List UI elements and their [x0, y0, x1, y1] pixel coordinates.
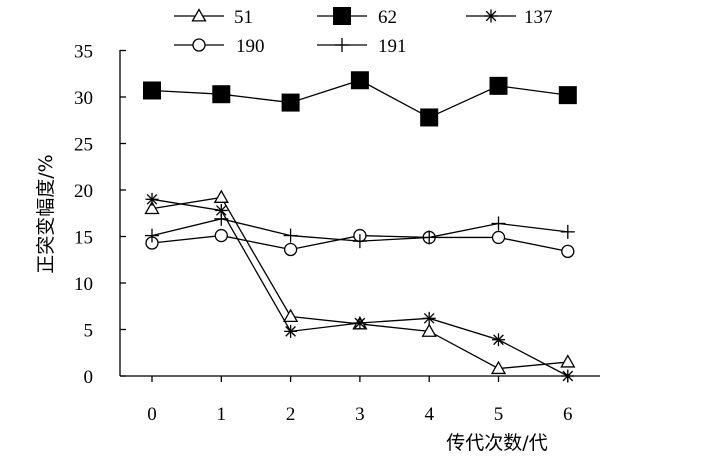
data-point-190 [561, 244, 575, 259]
legend-marker [191, 8, 207, 22]
data-point-191 [283, 228, 298, 243]
x-tick-label: 3 [355, 404, 365, 425]
y-tick-label: 25 [74, 135, 93, 156]
data-point-62 [420, 108, 439, 127]
data-point-51 [421, 323, 437, 337]
data-point-51 [213, 189, 229, 203]
legend-label: 62 [378, 7, 397, 28]
data-point-137 [422, 311, 436, 325]
series-191 [145, 211, 575, 249]
data-point-51 [560, 354, 576, 368]
data-point-191 [491, 216, 506, 231]
data-point-191 [560, 224, 575, 239]
data-point-51 [282, 308, 299, 323]
legend-label: 51 [234, 7, 253, 28]
legend-item-51: 51 [174, 7, 253, 28]
legend-label: 191 [378, 36, 407, 57]
legend-item-190: 190 [174, 36, 265, 57]
data-point-191 [352, 234, 367, 249]
data-point-137 [353, 316, 367, 330]
y-axis-ticks: 0 5 10 15 20 25 30 35 [74, 42, 126, 388]
data-point-137 [284, 324, 298, 338]
x-tick-label: 4 [424, 404, 434, 425]
x-tick-label: 0 [147, 404, 157, 425]
data-point-137 [214, 203, 228, 217]
x-axis-title: 传代次数/代 [446, 432, 547, 454]
data-point-190 [283, 242, 298, 257]
y-tick-label: 35 [74, 42, 93, 63]
data-point-51 [490, 360, 507, 375]
series-137 [145, 192, 575, 383]
legend-marker [333, 7, 351, 25]
legend-marker [484, 9, 498, 23]
legend-item-191: 191 [317, 36, 407, 57]
data-point-51 [144, 200, 160, 215]
x-tick-label: 6 [563, 404, 573, 425]
x-axis-ticks: 0 1 2 3 4 5 6 [147, 376, 573, 425]
data-point-190 [214, 228, 228, 243]
y-tick-label: 10 [74, 274, 93, 295]
data-point-137 [492, 333, 505, 347]
series-line-137 [151, 198, 569, 377]
data-point-62 [489, 76, 508, 95]
x-tick-label: 5 [494, 404, 504, 425]
legend-item-62: 62 [317, 7, 397, 28]
legend: 51 62 137 190 191 [174, 7, 553, 57]
y-tick-label: 20 [74, 181, 93, 202]
y-axis-title: 正突变幅度/% [35, 154, 57, 273]
legend-item-137: 137 [466, 7, 553, 28]
legend-marker [192, 38, 206, 52]
data-point-62 [212, 85, 231, 104]
x-tick-label: 2 [286, 404, 296, 425]
series-layer [143, 71, 577, 383]
data-point-191 [214, 211, 229, 226]
y-tick-label: 5 [84, 321, 94, 342]
x-tick-label: 1 [217, 404, 227, 425]
legend-marker [335, 38, 349, 52]
data-point-62 [350, 71, 369, 90]
series-62 [143, 71, 577, 127]
legend-label: 190 [236, 36, 265, 57]
data-point-62 [143, 81, 161, 100]
data-point-191 [145, 228, 159, 243]
data-point-137 [145, 192, 159, 206]
y-tick-label: 15 [74, 228, 93, 249]
data-point-62 [558, 86, 577, 105]
y-tick-label: 30 [74, 88, 93, 109]
data-point-191 [422, 230, 437, 245]
legend-label: 137 [524, 7, 553, 28]
data-point-137 [561, 369, 575, 383]
data-point-190 [491, 230, 506, 245]
y-tick-label: 0 [84, 367, 94, 388]
data-point-62 [281, 93, 300, 112]
